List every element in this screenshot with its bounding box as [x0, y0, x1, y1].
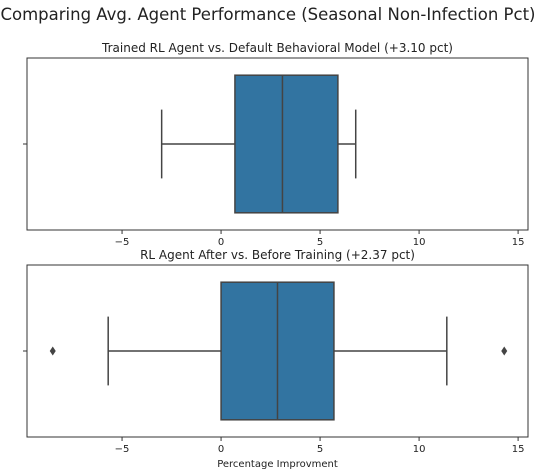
bottom-chart-title: RL Agent After vs. Before Training (+2.3… [140, 248, 415, 262]
top-x-tick-label: −5 [115, 237, 130, 248]
top-chart-title: Trained RL Agent vs. Default Behavioral … [101, 41, 453, 55]
top-x-tick-label: 5 [317, 237, 323, 248]
bottom-x-tick-label: 10 [413, 444, 426, 455]
box-plot-top: Trained RL Agent vs. Default Behavioral … [23, 41, 529, 248]
bottom-outlier-point [49, 346, 56, 356]
bottom-x-tick-label: 15 [512, 444, 525, 455]
box-plot-bottom: RL Agent After vs. Before Training (+2.3… [23, 248, 529, 470]
bottom-outlier-point [501, 346, 508, 356]
top-x-tick-label: 15 [512, 237, 525, 248]
bottom-x-tick-label: 5 [317, 444, 323, 455]
top-x-tick-label: 10 [413, 237, 426, 248]
bottom-x-tick-label: 0 [218, 444, 224, 455]
figure-title: Comparing Avg. Agent Performance (Season… [0, 5, 535, 24]
top-iqr-box [234, 74, 339, 214]
bottom-x-tick-label: −5 [115, 444, 130, 455]
top-x-tick-label: 0 [218, 237, 224, 248]
bottom-x-axis-label: Percentage Improvment [217, 459, 338, 470]
